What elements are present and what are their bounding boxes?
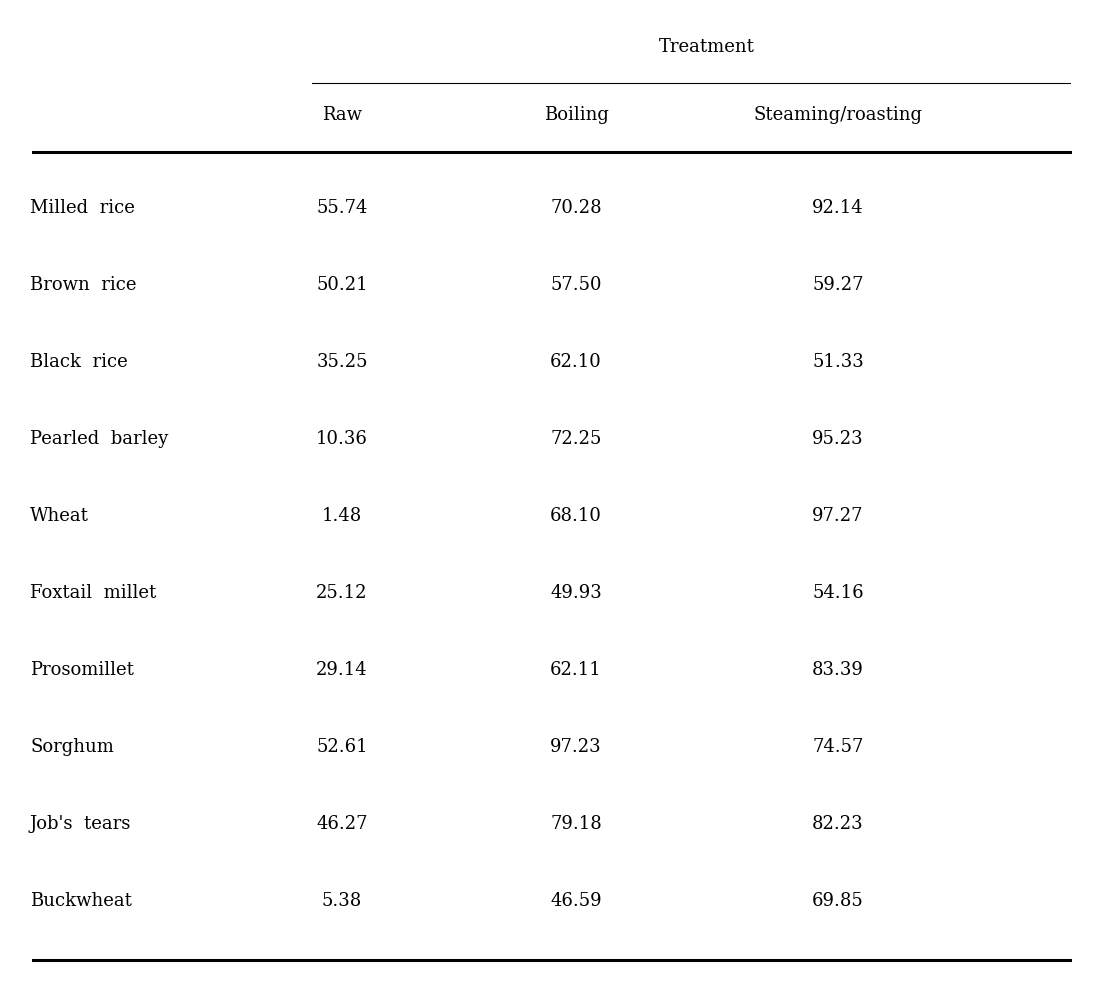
Text: 97.27: 97.27 xyxy=(812,507,864,525)
Text: Pearled  barley: Pearled barley xyxy=(30,430,169,448)
Text: 54.16: 54.16 xyxy=(812,584,864,602)
Text: 69.85: 69.85 xyxy=(812,892,864,910)
Text: 46.59: 46.59 xyxy=(550,892,602,910)
Text: Wheat: Wheat xyxy=(30,507,89,525)
Text: 72.25: 72.25 xyxy=(550,430,602,448)
Text: Treatment: Treatment xyxy=(660,38,754,56)
Text: Brown  rice: Brown rice xyxy=(30,276,137,294)
Text: 55.74: 55.74 xyxy=(317,199,367,217)
Text: 49.93: 49.93 xyxy=(550,584,602,602)
Text: 97.23: 97.23 xyxy=(550,738,602,756)
Text: 79.18: 79.18 xyxy=(550,815,602,833)
Text: 1.48: 1.48 xyxy=(322,507,362,525)
Text: 5.38: 5.38 xyxy=(322,892,362,910)
Text: 52.61: 52.61 xyxy=(317,738,367,756)
Text: 29.14: 29.14 xyxy=(317,661,367,679)
Text: Foxtail  millet: Foxtail millet xyxy=(30,584,157,602)
Text: 83.39: 83.39 xyxy=(812,661,864,679)
Text: Buckwheat: Buckwheat xyxy=(30,892,132,910)
Text: Sorghum: Sorghum xyxy=(30,738,114,756)
Text: 51.33: 51.33 xyxy=(812,353,864,371)
Text: 68.10: 68.10 xyxy=(550,507,602,525)
Text: 50.21: 50.21 xyxy=(317,276,367,294)
Text: 82.23: 82.23 xyxy=(812,815,864,833)
Text: Milled  rice: Milled rice xyxy=(30,199,135,217)
Text: 59.27: 59.27 xyxy=(812,276,864,294)
Text: Boiling: Boiling xyxy=(544,106,609,124)
Text: 62.10: 62.10 xyxy=(550,353,602,371)
Text: 95.23: 95.23 xyxy=(812,430,864,448)
Text: 62.11: 62.11 xyxy=(550,661,602,679)
Text: Prosomillet: Prosomillet xyxy=(30,661,133,679)
Text: 70.28: 70.28 xyxy=(550,199,602,217)
Text: 57.50: 57.50 xyxy=(550,276,602,294)
Text: Steaming/roasting: Steaming/roasting xyxy=(753,106,922,124)
Text: 92.14: 92.14 xyxy=(812,199,864,217)
Text: 46.27: 46.27 xyxy=(317,815,367,833)
Text: 25.12: 25.12 xyxy=(317,584,367,602)
Text: 74.57: 74.57 xyxy=(812,738,864,756)
Text: 35.25: 35.25 xyxy=(317,353,367,371)
Text: Job's  tears: Job's tears xyxy=(30,815,131,833)
Text: Black  rice: Black rice xyxy=(30,353,128,371)
Text: Raw: Raw xyxy=(322,106,362,124)
Text: 10.36: 10.36 xyxy=(317,430,368,448)
